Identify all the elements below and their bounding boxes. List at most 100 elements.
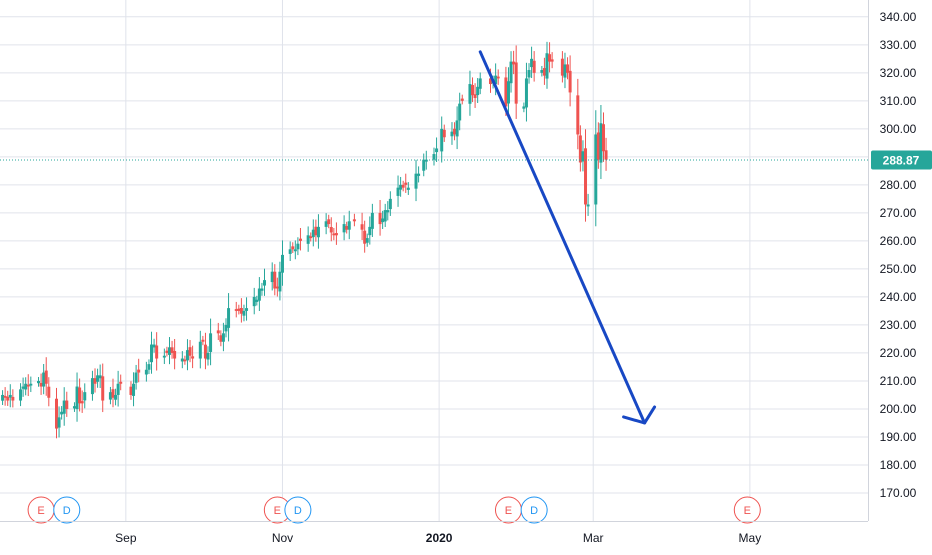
candle-body	[488, 78, 492, 85]
candle-body	[388, 198, 392, 210]
candle-body	[288, 249, 292, 254]
candle-body	[378, 212, 382, 225]
candle-body	[57, 417, 61, 428]
candle-body	[542, 68, 546, 76]
candle-body	[396, 187, 400, 196]
dividend-marker	[520, 496, 548, 524]
candle-body	[476, 86, 480, 96]
candle-body	[417, 173, 421, 176]
candle-body	[62, 400, 66, 414]
candle-body	[596, 132, 600, 160]
earnings-marker-label: E	[37, 505, 44, 517]
candle-body	[275, 286, 279, 289]
candle-body	[11, 396, 15, 401]
candle-body	[342, 224, 346, 233]
candle-body	[347, 221, 351, 230]
candle-body	[509, 61, 513, 84]
candle-body	[332, 233, 336, 236]
candle-body	[370, 212, 374, 229]
candle-body	[414, 173, 418, 189]
candle-body	[460, 98, 464, 101]
candle-body	[224, 324, 228, 332]
candle-body	[96, 375, 100, 382]
candle-body	[162, 355, 166, 358]
candle-body	[404, 182, 408, 185]
y-tick-label: 230.00	[880, 318, 917, 332]
candle-body	[227, 308, 231, 328]
candle-body	[440, 128, 444, 152]
candle-body	[576, 95, 580, 135]
candle-body	[560, 58, 564, 76]
candle-body	[152, 344, 156, 348]
candle-body	[78, 387, 82, 404]
candle-body	[37, 380, 41, 384]
candle-body	[167, 347, 171, 355]
price-axis[interactable]: 170.00 180.00 190.00 200.00 210.00 220.00 230.…	[868, 0, 917, 521]
trend-arrow-head	[622, 405, 657, 425]
candle-body	[506, 81, 510, 104]
candle-body	[345, 226, 349, 230]
candle-body	[586, 204, 590, 207]
candle-body	[594, 134, 598, 205]
candle-body	[327, 219, 331, 225]
candle-body	[453, 128, 457, 135]
candle-body	[26, 384, 30, 387]
candle-body	[150, 344, 154, 363]
candle-body	[563, 64, 567, 78]
candle-body	[368, 226, 372, 236]
candle-body	[60, 411, 64, 415]
candle-body	[155, 345, 159, 359]
candle-body	[566, 64, 570, 73]
x-tick-label: 2020	[426, 531, 453, 545]
current-price-badge: 288.87	[871, 150, 932, 170]
candle-body	[188, 347, 192, 356]
candle-body	[584, 148, 588, 205]
candle-body	[165, 350, 169, 353]
candle-body	[545, 53, 549, 79]
candle-body	[8, 394, 12, 398]
candlesticks	[1, 41, 608, 439]
candle-body	[278, 271, 282, 292]
candle-body	[203, 344, 207, 359]
candle-body	[296, 243, 300, 250]
candle-body	[21, 386, 25, 389]
candle-body	[19, 389, 23, 401]
candle-body	[334, 233, 338, 236]
candle-body	[39, 382, 43, 387]
candle-body	[306, 235, 310, 244]
candle-body	[198, 341, 202, 359]
candle-body	[234, 309, 238, 311]
y-tick-label: 240.00	[880, 290, 917, 304]
earnings-marker-label: E	[505, 505, 512, 517]
price-label-text: 288.87	[883, 154, 920, 168]
candle-body	[530, 58, 534, 68]
candle-body	[147, 364, 151, 370]
candle-body	[311, 229, 315, 238]
candle-body	[47, 386, 51, 398]
candle-body	[255, 299, 259, 302]
candle-body	[314, 226, 318, 236]
candle-body	[578, 135, 582, 163]
candle-body	[90, 378, 94, 395]
candle-body	[185, 350, 189, 361]
y-tick-label: 190.00	[880, 430, 917, 444]
candle-body	[242, 310, 246, 316]
x-tick-label: Nov	[272, 531, 293, 545]
candle-body	[309, 236, 313, 239]
time-axis[interactable]: Sep Nov 2020 Mar May	[0, 521, 868, 546]
candle-body	[132, 383, 136, 396]
candle-body	[280, 254, 284, 273]
candle-body	[422, 159, 426, 171]
candle-body	[524, 78, 528, 108]
candle-body	[291, 246, 295, 250]
y-tick-label: 310.00	[880, 94, 917, 108]
candle-body	[381, 218, 385, 223]
candle-body	[6, 396, 10, 401]
dividend-marker	[284, 496, 312, 524]
candle-body	[29, 383, 33, 386]
trend-arrow[interactable]	[478, 50, 657, 425]
y-tick-label: 340.00	[880, 10, 917, 24]
